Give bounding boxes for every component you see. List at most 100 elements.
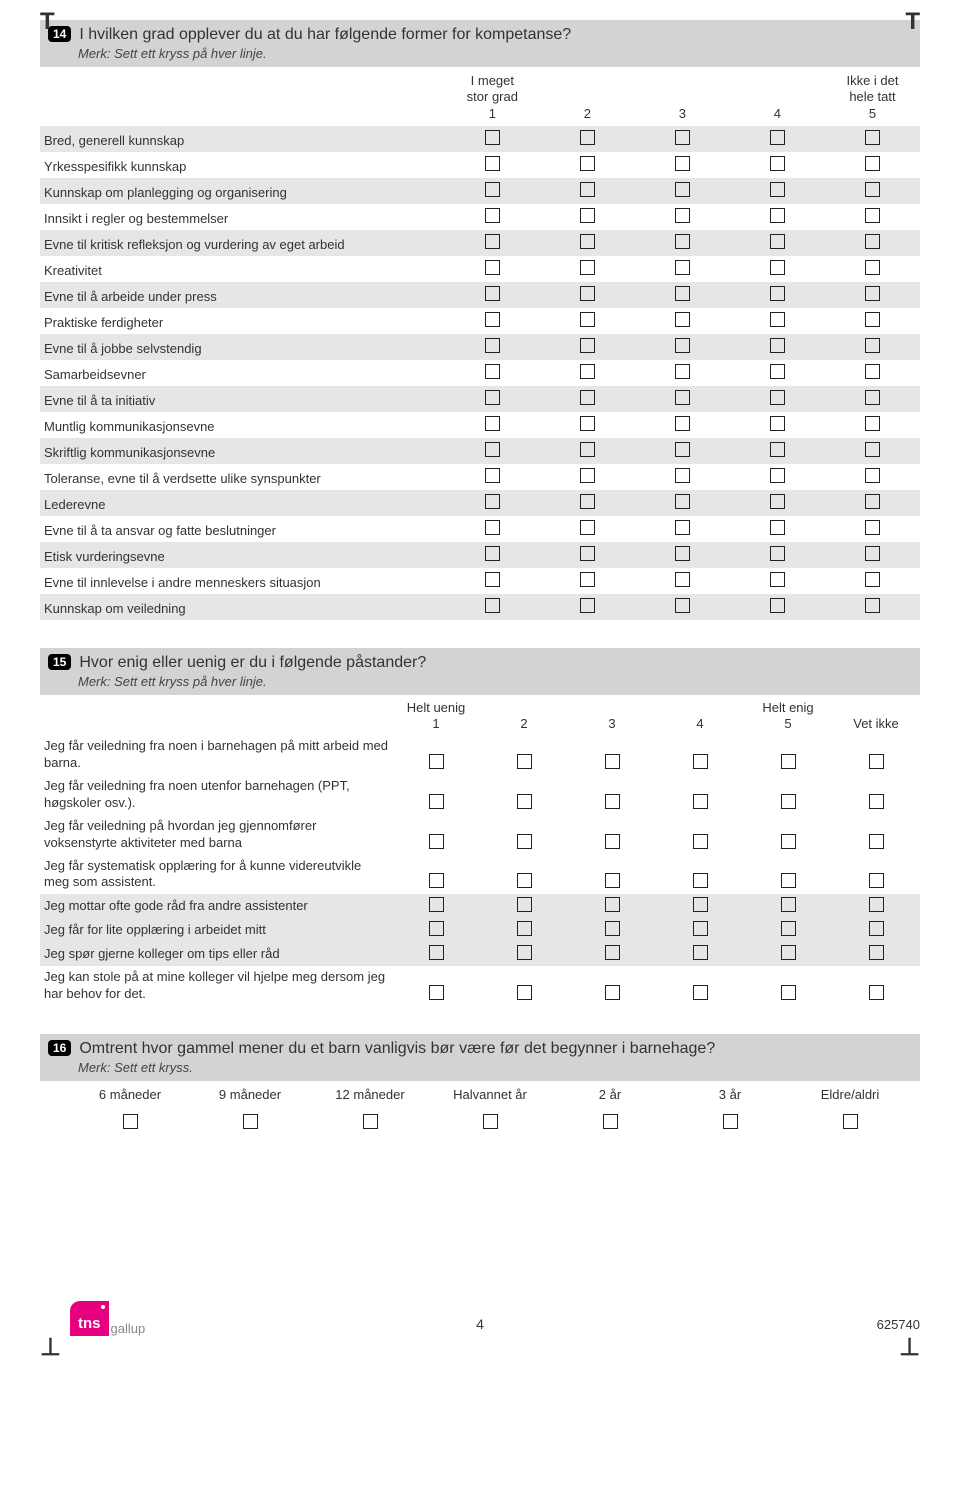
checkbox[interactable] xyxy=(770,468,785,483)
checkbox[interactable] xyxy=(429,897,444,912)
checkbox[interactable] xyxy=(865,442,880,457)
checkbox[interactable] xyxy=(770,156,785,171)
checkbox[interactable] xyxy=(429,873,444,888)
checkbox[interactable] xyxy=(770,520,785,535)
checkbox[interactable] xyxy=(429,754,444,769)
checkbox[interactable] xyxy=(693,794,708,809)
checkbox[interactable] xyxy=(675,598,690,613)
checkbox[interactable] xyxy=(363,1114,378,1129)
checkbox[interactable] xyxy=(429,834,444,849)
checkbox[interactable] xyxy=(675,442,690,457)
checkbox[interactable] xyxy=(580,390,595,405)
checkbox[interactable] xyxy=(865,130,880,145)
checkbox[interactable] xyxy=(865,546,880,561)
checkbox[interactable] xyxy=(675,364,690,379)
checkbox[interactable] xyxy=(485,520,500,535)
checkbox[interactable] xyxy=(429,794,444,809)
checkbox[interactable] xyxy=(781,873,796,888)
checkbox[interactable] xyxy=(770,442,785,457)
checkbox[interactable] xyxy=(517,897,532,912)
checkbox[interactable] xyxy=(675,572,690,587)
checkbox[interactable] xyxy=(123,1114,138,1129)
checkbox[interactable] xyxy=(605,794,620,809)
checkbox[interactable] xyxy=(770,390,785,405)
checkbox[interactable] xyxy=(517,921,532,936)
checkbox[interactable] xyxy=(485,338,500,353)
checkbox[interactable] xyxy=(485,208,500,223)
checkbox[interactable] xyxy=(605,834,620,849)
checkbox[interactable] xyxy=(865,416,880,431)
checkbox[interactable] xyxy=(675,286,690,301)
checkbox[interactable] xyxy=(517,985,532,1000)
checkbox[interactable] xyxy=(723,1114,738,1129)
checkbox[interactable] xyxy=(675,130,690,145)
checkbox[interactable] xyxy=(869,873,884,888)
checkbox[interactable] xyxy=(580,520,595,535)
checkbox[interactable] xyxy=(781,754,796,769)
checkbox[interactable] xyxy=(485,234,500,249)
checkbox[interactable] xyxy=(843,1114,858,1129)
checkbox[interactable] xyxy=(485,546,500,561)
checkbox[interactable] xyxy=(770,286,785,301)
checkbox[interactable] xyxy=(485,442,500,457)
checkbox[interactable] xyxy=(243,1114,258,1129)
checkbox[interactable] xyxy=(865,520,880,535)
checkbox[interactable] xyxy=(693,834,708,849)
checkbox[interactable] xyxy=(865,286,880,301)
checkbox[interactable] xyxy=(865,468,880,483)
checkbox[interactable] xyxy=(675,416,690,431)
checkbox[interactable] xyxy=(770,494,785,509)
checkbox[interactable] xyxy=(580,260,595,275)
checkbox[interactable] xyxy=(429,985,444,1000)
checkbox[interactable] xyxy=(675,156,690,171)
checkbox[interactable] xyxy=(485,130,500,145)
checkbox[interactable] xyxy=(517,794,532,809)
checkbox[interactable] xyxy=(429,921,444,936)
checkbox[interactable] xyxy=(865,312,880,327)
checkbox[interactable] xyxy=(781,897,796,912)
checkbox[interactable] xyxy=(580,234,595,249)
checkbox[interactable] xyxy=(693,897,708,912)
checkbox[interactable] xyxy=(781,921,796,936)
checkbox[interactable] xyxy=(580,182,595,197)
checkbox[interactable] xyxy=(675,234,690,249)
checkbox[interactable] xyxy=(675,494,690,509)
checkbox[interactable] xyxy=(675,338,690,353)
checkbox[interactable] xyxy=(770,182,785,197)
checkbox[interactable] xyxy=(580,494,595,509)
checkbox[interactable] xyxy=(580,572,595,587)
checkbox[interactable] xyxy=(485,390,500,405)
checkbox[interactable] xyxy=(770,208,785,223)
checkbox[interactable] xyxy=(869,945,884,960)
checkbox[interactable] xyxy=(869,754,884,769)
checkbox[interactable] xyxy=(693,945,708,960)
checkbox[interactable] xyxy=(865,390,880,405)
checkbox[interactable] xyxy=(580,338,595,353)
checkbox[interactable] xyxy=(517,873,532,888)
checkbox[interactable] xyxy=(693,921,708,936)
checkbox[interactable] xyxy=(869,985,884,1000)
checkbox[interactable] xyxy=(770,546,785,561)
checkbox[interactable] xyxy=(580,312,595,327)
checkbox[interactable] xyxy=(580,546,595,561)
checkbox[interactable] xyxy=(675,312,690,327)
checkbox[interactable] xyxy=(770,234,785,249)
checkbox[interactable] xyxy=(485,416,500,431)
checkbox[interactable] xyxy=(693,985,708,1000)
checkbox[interactable] xyxy=(770,260,785,275)
checkbox[interactable] xyxy=(770,572,785,587)
checkbox[interactable] xyxy=(675,468,690,483)
checkbox[interactable] xyxy=(485,494,500,509)
checkbox[interactable] xyxy=(865,338,880,353)
checkbox[interactable] xyxy=(770,598,785,613)
checkbox[interactable] xyxy=(865,182,880,197)
checkbox[interactable] xyxy=(485,286,500,301)
checkbox[interactable] xyxy=(869,921,884,936)
checkbox[interactable] xyxy=(605,985,620,1000)
checkbox[interactable] xyxy=(580,416,595,431)
checkbox[interactable] xyxy=(693,754,708,769)
checkbox[interactable] xyxy=(781,834,796,849)
checkbox[interactable] xyxy=(485,182,500,197)
checkbox[interactable] xyxy=(485,156,500,171)
checkbox[interactable] xyxy=(869,897,884,912)
